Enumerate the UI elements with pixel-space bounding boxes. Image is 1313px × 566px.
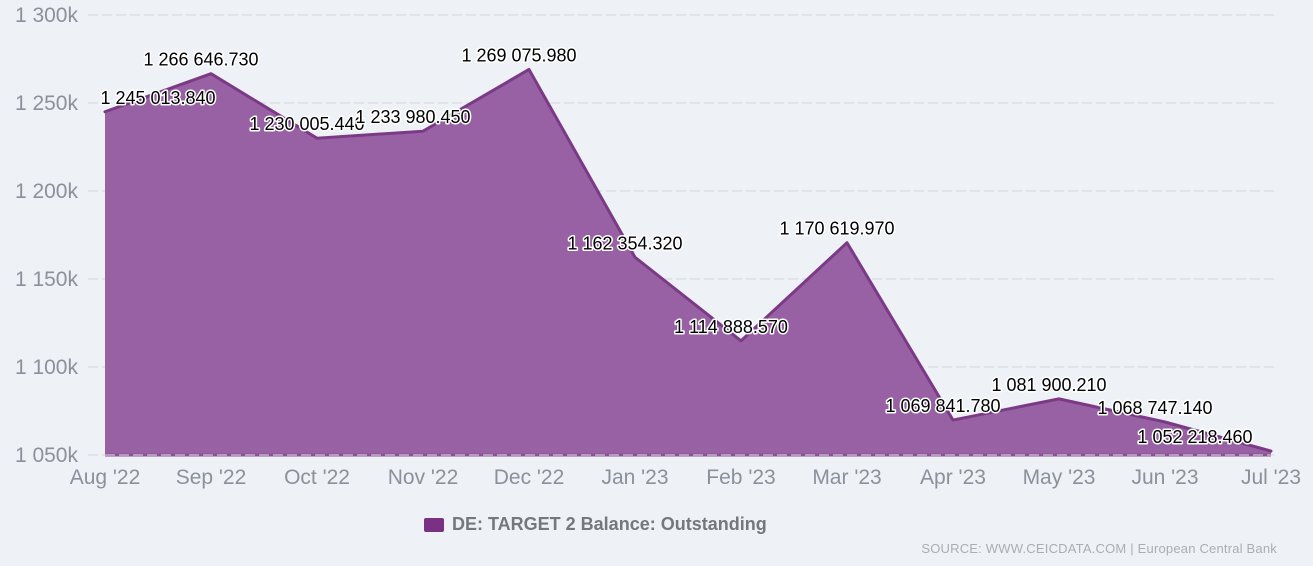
x-axis-tick-label: Jan '23 [601,466,668,489]
x-axis-tick-label: Jul '23 [1241,466,1301,489]
y-axis-tick-label: 1 100k [15,356,79,379]
data-point-label: 1 068 747.140 [1097,398,1212,418]
data-point-label: 1 230 005.440 [249,114,364,134]
x-axis-tick-label: May '23 [1023,466,1096,489]
x-axis-tick-label: Jun '23 [1131,466,1198,489]
legend-swatch-icon [424,517,444,532]
area-chart: 1 050k 1 100k 1 150k 1 200k 1 250k 1 300k Aug … [15,4,1301,489]
y-axis-tick-label: 1 300k [15,4,79,27]
x-axis-tick-label: Sep '22 [176,466,247,489]
x-axis-tick-label: Nov '22 [388,466,459,489]
data-point-label: 1 162 354.320 [567,233,682,253]
x-axis-tick-label: Feb '23 [706,466,775,489]
y-axis-tick-label: 1 050k [15,444,79,467]
area-series-line[interactable] [103,67,1273,453]
y-axis-tick-label: 1 200k [15,180,79,203]
data-point-label: 1 269 075.980 [461,45,576,65]
x-axis-tick-label: Apr '23 [920,466,986,489]
legend-item[interactable]: DE: TARGET 2 Balance: Outstanding [424,514,767,535]
y-axis-tick-label: 1 250k [15,92,79,115]
data-point-label: 1 170 619.970 [779,219,894,239]
x-axis-tick-label: Oct '22 [284,466,350,489]
data-point-label: 1 052 218.460 [1137,427,1252,447]
data-point-label: 1 245 013.840 [100,88,215,108]
data-point-label: 1 266 646.730 [143,50,258,70]
source-attribution: SOURCE: WWW.CEICDATA.COM | European Cent… [921,541,1277,556]
area-series-fill[interactable] [105,69,1271,456]
data-point-label: 1 069 841.780 [885,396,1000,416]
data-point-label: 1 114 888.570 [674,317,788,337]
data-point-label: 1 081 900.210 [991,375,1106,395]
y-axis-tick-label: 1 150k [15,268,79,291]
data-point-label: 1 233 980.450 [355,107,470,127]
legend-label: DE: TARGET 2 Balance: Outstanding [452,514,767,534]
x-axis-tick-label: Aug '22 [70,466,141,489]
x-axis-tick-label: Dec '22 [494,466,565,489]
x-axis-tick-label: Mar '23 [812,466,881,489]
